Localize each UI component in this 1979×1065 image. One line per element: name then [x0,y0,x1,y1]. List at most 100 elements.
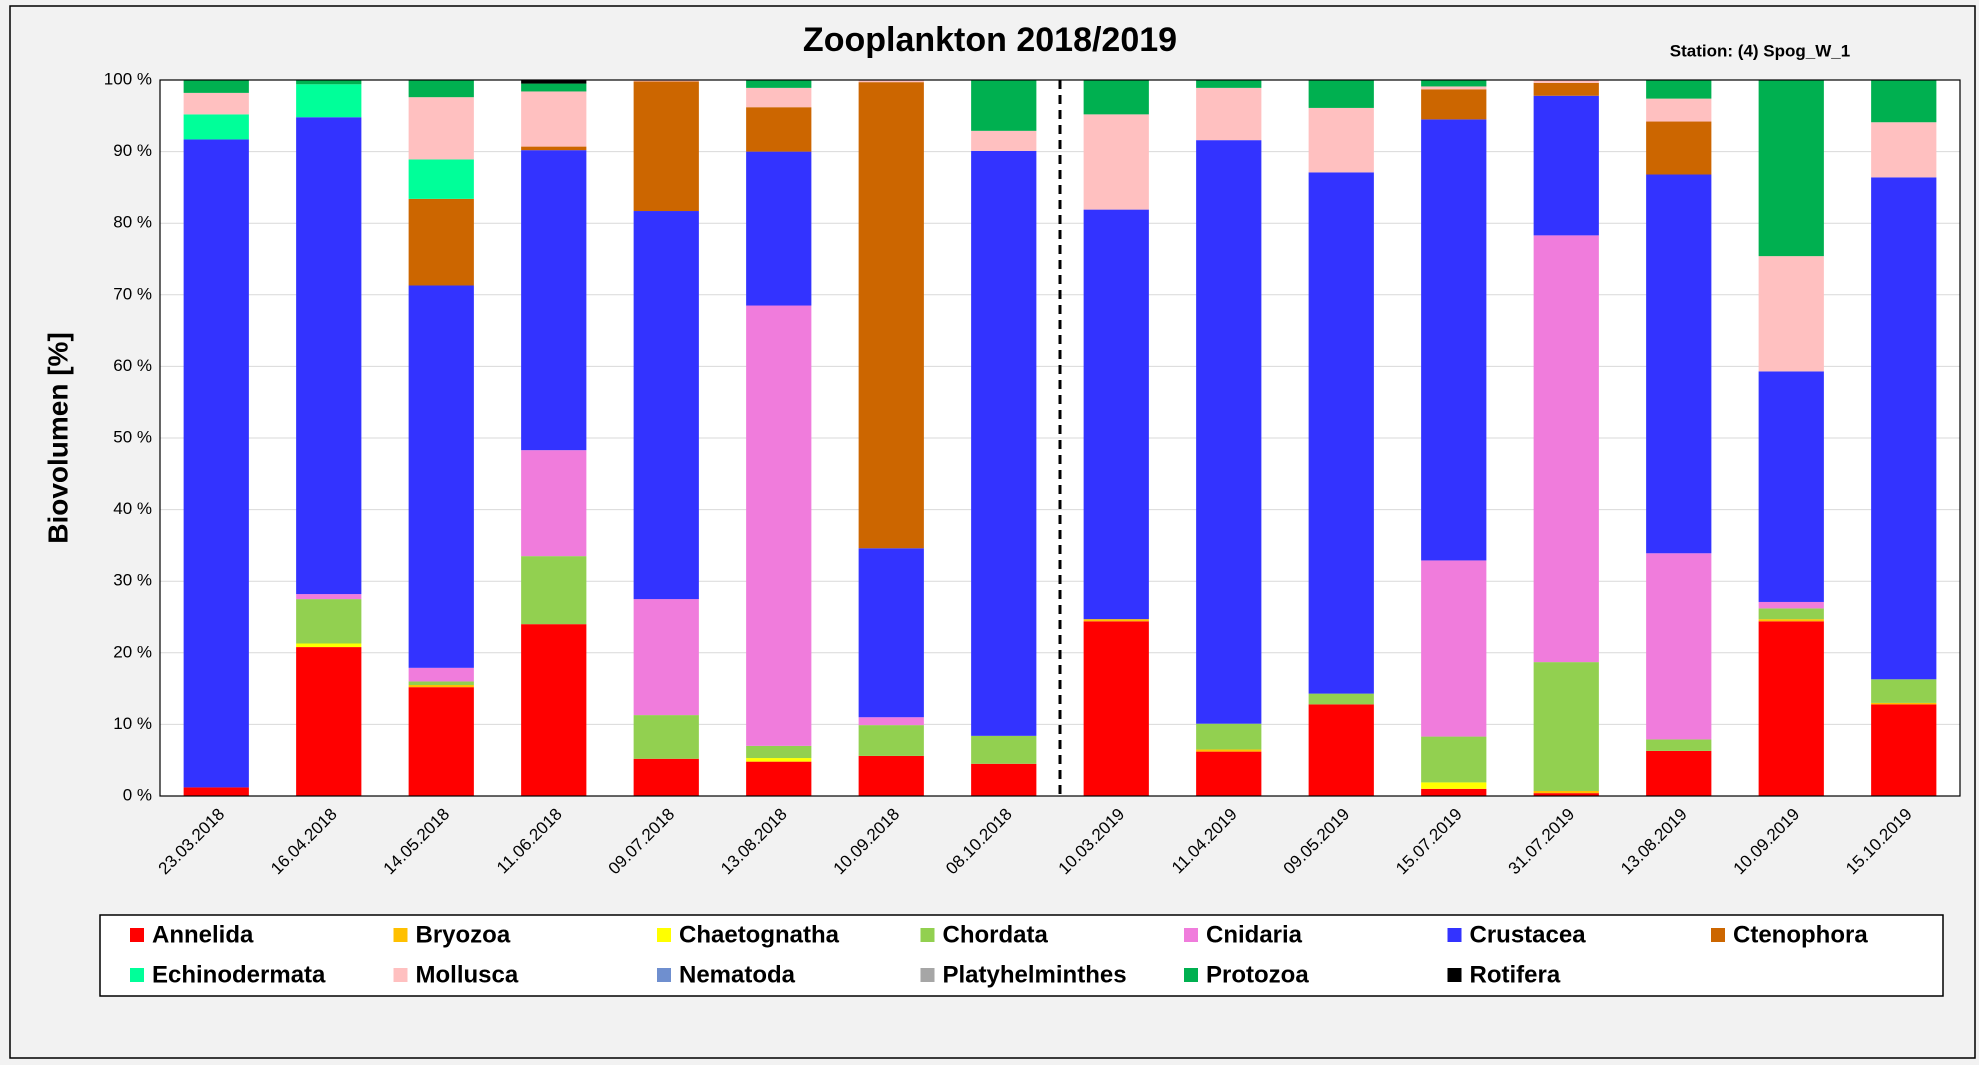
y-tick-label: 60 % [113,356,152,375]
bar-segment [1646,553,1712,740]
bar-segment [1421,86,1487,90]
bar-segment [971,130,1037,151]
bar-segment [296,599,362,644]
bar-segment [1196,140,1262,724]
legend-swatch [393,968,408,982]
bar-segment [1646,121,1712,175]
y-tick-label: 80 % [113,213,152,232]
bar-segment [1758,621,1824,796]
bar-segment [1083,619,1149,622]
bar-segment [183,139,249,788]
bar-segment [1758,608,1824,620]
legend-label: Platyhelminthes [943,961,1127,988]
y-tick-label: 20 % [113,642,152,661]
plot-border [159,79,1961,797]
legend-swatch [920,928,935,942]
bar-segment [1308,704,1374,796]
legend-swatch [393,928,408,942]
bar-segment [1421,788,1487,796]
bar-segment [971,80,1037,131]
bar-segment [746,107,812,152]
chart-subtitle: Station: (4) Spog_W_1 [1670,41,1850,60]
legend-swatch [920,968,935,982]
bar-segment [1196,723,1262,750]
legend-label: Mollusca [416,961,519,988]
bar-segment [408,687,474,796]
bar-segment [408,198,474,286]
bar-segment [633,211,699,600]
bar-segment [1758,619,1824,622]
bar-segment [1871,80,1937,123]
legend-label: Chordata [943,921,1049,948]
bar-segment [1758,256,1824,372]
legend-swatch [1184,968,1198,982]
bar-segment [1533,662,1599,791]
bar-segment [1871,177,1937,680]
bar-segment [746,87,812,108]
bar-segment [1533,80,1599,83]
bar-segment [1533,793,1599,796]
bar-segment [183,787,249,796]
bar-segment [1421,80,1487,87]
bar-segment [1533,235,1599,663]
y-tick-label: 50 % [113,427,152,446]
bar-segment [971,763,1037,796]
bar-segment [1196,749,1262,752]
bar-segment [1421,736,1487,783]
bar-segment [858,80,924,83]
bar-segment [408,667,474,682]
bar-segment [858,755,924,796]
y-tick-label: 70 % [113,284,152,303]
bar-segment [1871,679,1937,703]
bar-segment [183,80,249,93]
y-tick-label: 30 % [113,571,152,590]
bar-segment [1533,790,1599,794]
bar-segment [1646,739,1712,751]
bar-segment [521,91,587,147]
legend-swatch [130,928,144,942]
bar-segment [183,114,249,140]
bar-segment [296,80,362,85]
bar-segment [633,758,699,796]
y-tick-label: 90 % [113,141,152,160]
bar-segment [1758,371,1824,602]
legend-label: Echinodermata [152,961,326,988]
legend-label: Bryozoa [416,921,511,948]
legend-swatch [1184,928,1198,942]
bar-segment [1083,80,1149,115]
bar-segment [746,745,812,759]
bar-segment [858,548,924,718]
bar-segment [521,80,587,84]
bar-segment [296,643,362,648]
bar-segment [521,450,587,557]
legend-label: Ctenophora [1733,921,1868,948]
bar-segment [971,150,1037,736]
bar-segment [746,758,812,762]
bar-segment [1421,560,1487,737]
bar-segment [633,80,699,82]
bar-segment [408,685,474,688]
bar-segment [1083,621,1149,796]
bar-segment [1196,80,1262,88]
bar-segment [408,97,474,160]
y-tick-label: 10 % [113,714,152,733]
legend-label: Rotifera [1470,961,1561,988]
bar-segment [1308,107,1374,173]
bar-segment [521,624,587,796]
legend-label: Cnidaria [1206,921,1303,948]
bar-segment [521,556,587,625]
bar-segment [1871,704,1937,796]
legend-swatch [1447,968,1462,982]
bar-segment [1308,80,1374,108]
bar-segment [1421,119,1487,561]
bar-segment [633,81,699,212]
y-axis-label: Biovolumen [%] [42,332,73,544]
bar-segment [746,80,812,88]
bar-segment [1758,80,1824,257]
bar-segment [408,681,474,686]
bar-segment [521,150,587,451]
bar-segment [633,715,699,759]
bar-segment [1871,122,1937,178]
